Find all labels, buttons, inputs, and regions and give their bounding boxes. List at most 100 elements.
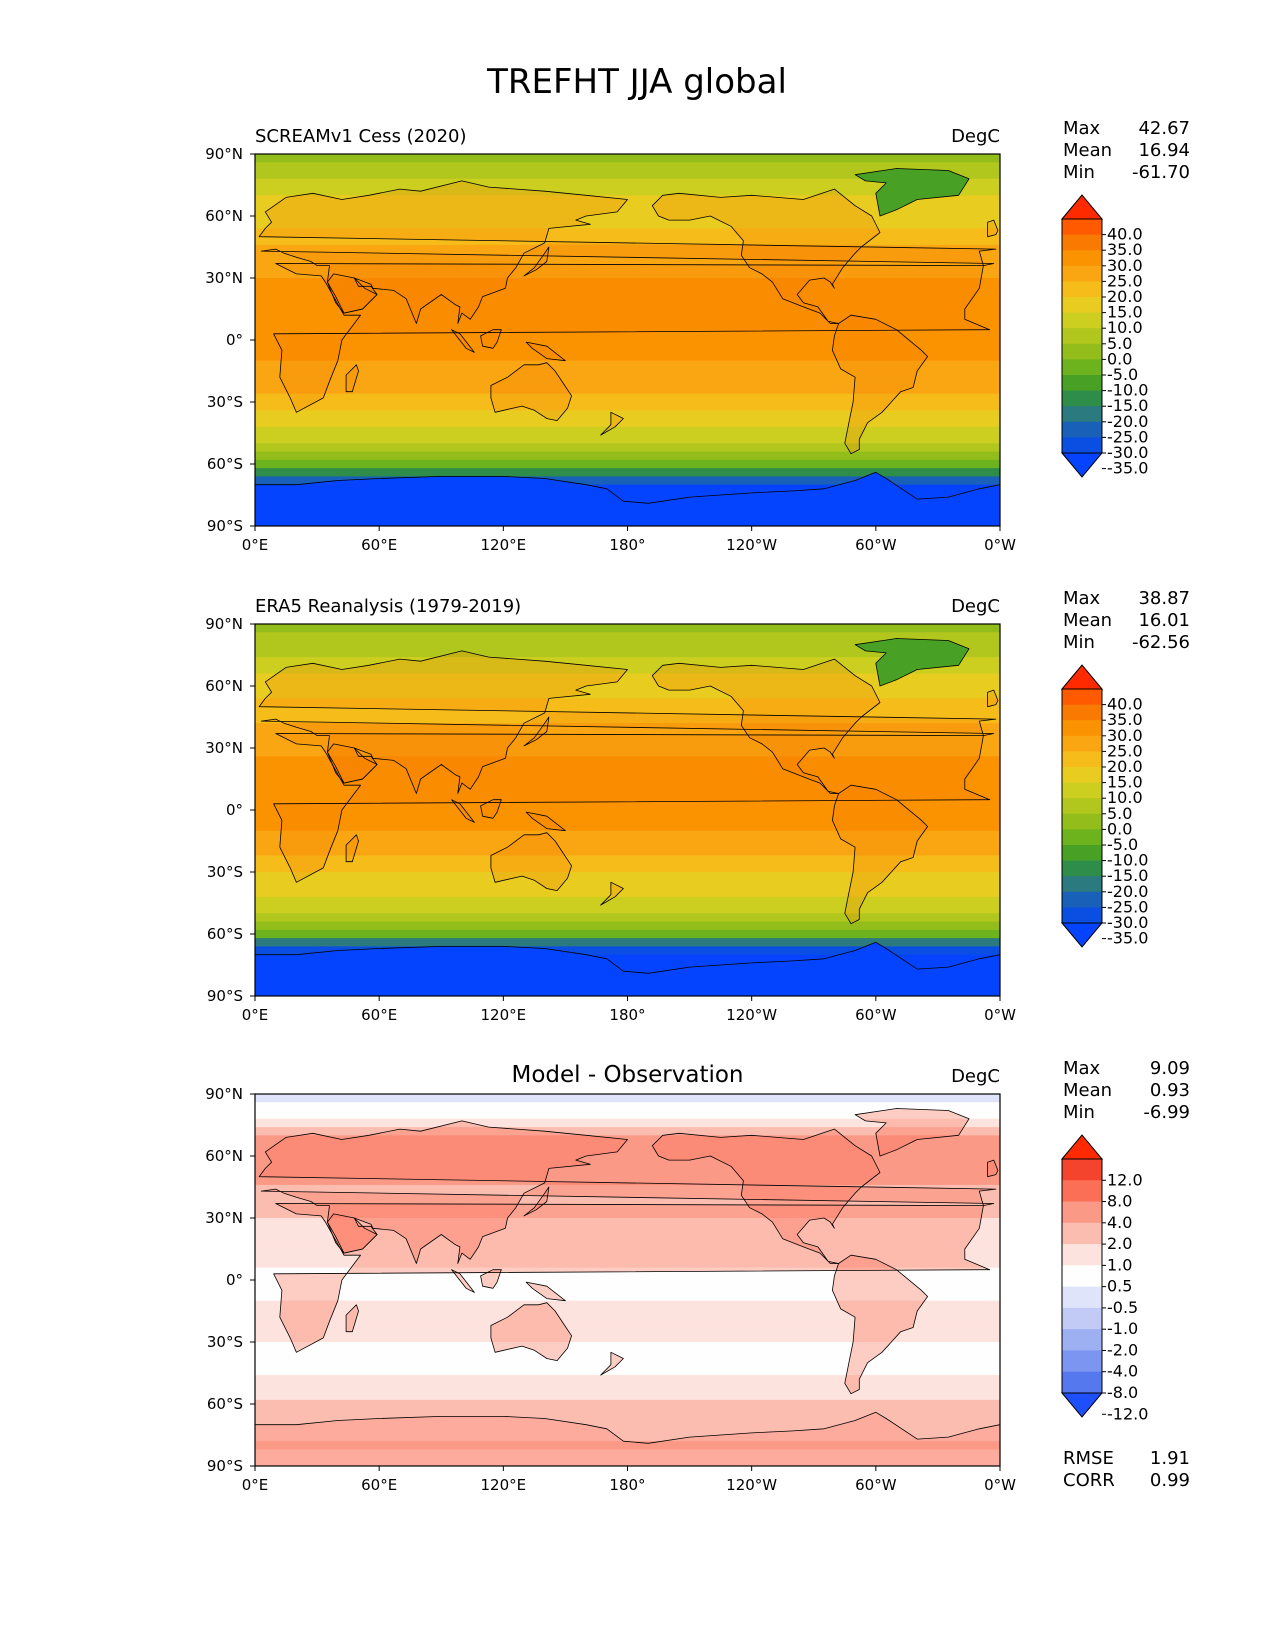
map-field	[255, 154, 1000, 526]
colorbar-cell	[1062, 1265, 1102, 1288]
lon-tick-label: 60°W	[855, 1476, 897, 1494]
lat-band	[255, 657, 1000, 666]
colorbar-cell	[1062, 343, 1102, 360]
colorbar-cell	[1062, 1307, 1102, 1330]
colorbar-cell	[1062, 421, 1102, 438]
colorbar-cell	[1062, 767, 1102, 783]
coastline-japan	[523, 716, 550, 747]
lat-band	[255, 822, 1000, 832]
lat-band	[255, 748, 1000, 757]
stat-value-mean: 16.01	[1138, 610, 1190, 631]
lat-band	[255, 681, 1000, 691]
coastline-japan	[523, 1186, 550, 1217]
lat-band	[255, 913, 1000, 923]
lat-band	[255, 261, 1000, 271]
stat-value-max: 9.09	[1150, 1058, 1190, 1079]
lat-tick-label: 90°S	[207, 1457, 243, 1475]
colorbar-label: -5.0	[1107, 365, 1138, 384]
coastline-arabia	[327, 273, 378, 314]
lat-band	[255, 690, 1000, 699]
land-shade-australia	[490, 362, 572, 421]
lat-tick-label: 90°N	[205, 1085, 243, 1103]
panel-3: 90°N 60°N 30°N 0° 30°S 60°S 90°S0°E 60°E 120°E 18…	[205, 1058, 1190, 1494]
land-shade-antarctica	[255, 942, 1000, 996]
colorbar-label: -10.0	[1107, 381, 1148, 400]
colorbar-label: -30.0	[1107, 913, 1148, 932]
lat-band	[255, 1308, 1000, 1318]
colorbar-cell	[1062, 1329, 1102, 1351]
colorbar-extend-min	[1060, 452, 1104, 478]
lat-band	[255, 468, 1000, 477]
lon-tick-label: 180°	[609, 536, 645, 554]
lat-band	[255, 830, 1000, 840]
colorbar-cell	[1062, 437, 1102, 454]
coastline-antarctica	[255, 941, 1000, 996]
lat-band	[255, 302, 1000, 312]
land-shade-namerica	[652, 189, 880, 324]
land-shade-namerica	[652, 659, 880, 794]
colorbar-cell	[1062, 265, 1102, 282]
lat-band	[255, 1408, 1000, 1417]
lat-band	[255, 335, 1000, 345]
land-shade-namerica	[652, 1129, 880, 1264]
land-shade-samerica	[832, 1255, 928, 1394]
lat-band	[255, 269, 1000, 279]
lat-band	[255, 1333, 1000, 1343]
lat-tick-label: 30°S	[207, 393, 243, 411]
stat-label-mean: Mean	[1063, 610, 1112, 631]
lat-band	[255, 946, 1000, 956]
lat-band	[255, 880, 1000, 890]
coastline-uk	[987, 219, 999, 238]
colorbar-cell	[1062, 782, 1102, 799]
lat-band	[255, 781, 1000, 790]
coastline-madagascar	[345, 834, 359, 863]
lat-tick-label: 90°S	[207, 987, 243, 1005]
land-shade-sumatra	[451, 799, 475, 823]
lat-band	[255, 1284, 1000, 1293]
coastline-uk	[987, 1159, 999, 1178]
coastline-samerica	[832, 784, 928, 925]
lat-band	[255, 1242, 1000, 1252]
lat-band	[255, 377, 1000, 387]
lat-band	[255, 1317, 1000, 1327]
panel-units: DegC	[951, 1066, 1000, 1087]
lat-band	[255, 863, 1000, 873]
lon-tick-label: 60°E	[361, 1006, 397, 1024]
colorbar-cell	[1062, 1371, 1102, 1394]
lon-tick-label: 0°W	[984, 536, 1016, 554]
coastline-eurasia	[258, 650, 997, 794]
colorbar-cell	[1062, 1244, 1102, 1266]
land-shade-antarctica	[255, 472, 1000, 526]
colorbar-label: 10.0	[1107, 318, 1143, 337]
colorbar-cell	[1062, 297, 1102, 313]
coastline-greenland	[854, 638, 970, 687]
lat-band	[255, 393, 1000, 403]
land-shade-newguinea	[526, 342, 566, 361]
lat-band	[255, 1300, 1000, 1310]
lat-band	[255, 352, 1000, 362]
stat-value-mean: 16.94	[1138, 140, 1190, 161]
lon-tick-label: 0°W	[984, 1476, 1016, 1494]
colorbar-label: -10.0	[1107, 851, 1148, 870]
coastline-sumatra	[451, 329, 475, 353]
stat-value-max: 42.67	[1138, 118, 1190, 139]
lat-band	[255, 1366, 1000, 1376]
colorbar-label: 0.0	[1107, 819, 1132, 838]
lat-tick-label: 30°N	[205, 269, 243, 287]
colorbar-cell	[1062, 689, 1102, 705]
lat-band	[255, 435, 1000, 444]
colorbar-cell	[1062, 328, 1102, 345]
coastline-borneo	[480, 329, 502, 349]
lat-band	[255, 418, 1000, 428]
lat-band	[255, 244, 1000, 254]
land-shade-greenland	[855, 168, 969, 216]
lat-band	[255, 731, 1000, 741]
colorbar-label: -25.0	[1107, 897, 1148, 916]
lat-band	[255, 805, 1000, 815]
land-shade-antarctica	[255, 1412, 1000, 1466]
lat-band	[255, 1201, 1000, 1211]
colorbar-cell	[1062, 735, 1102, 752]
lon-tick-label: 120°E	[481, 1476, 527, 1494]
colorbar-cell	[1062, 891, 1102, 908]
lat-band	[255, 1118, 1000, 1128]
